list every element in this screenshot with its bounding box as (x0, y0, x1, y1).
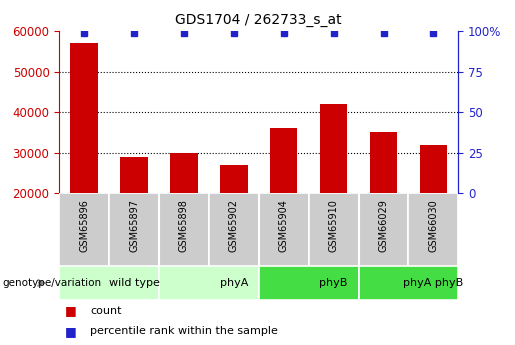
Text: phyB: phyB (319, 278, 348, 288)
Bar (159, 193, 209, 266)
Bar (270, 128, 298, 193)
Text: phyA: phyA (220, 278, 248, 288)
Title: GDS1704 / 262733_s_at: GDS1704 / 262733_s_at (176, 13, 342, 27)
Bar (209, 193, 259, 266)
Bar (59, 266, 159, 300)
Text: ■: ■ (64, 304, 76, 317)
Text: GSM65904: GSM65904 (279, 199, 289, 252)
Bar (220, 165, 248, 193)
Bar (420, 145, 447, 193)
Text: phyA phyB: phyA phyB (403, 278, 464, 288)
Bar (159, 266, 259, 300)
Bar (170, 152, 198, 193)
Bar (320, 104, 347, 193)
Text: GSM65898: GSM65898 (179, 199, 189, 252)
Text: count: count (90, 306, 122, 315)
Bar (259, 193, 308, 266)
Bar (59, 193, 109, 266)
Bar (71, 43, 98, 193)
Text: genotype/variation: genotype/variation (3, 278, 101, 288)
Text: GSM66030: GSM66030 (428, 199, 438, 252)
Bar (358, 193, 408, 266)
Bar (308, 193, 358, 266)
Text: wild type: wild type (109, 278, 160, 288)
Bar (408, 193, 458, 266)
Bar (121, 157, 148, 193)
Bar (358, 266, 458, 300)
Text: GSM65896: GSM65896 (79, 199, 89, 252)
Text: GSM65910: GSM65910 (329, 199, 339, 252)
Bar (370, 132, 397, 193)
Text: ■: ■ (64, 325, 76, 338)
Text: GSM66029: GSM66029 (379, 199, 388, 252)
Text: percentile rank within the sample: percentile rank within the sample (90, 326, 278, 336)
Text: GSM65897: GSM65897 (129, 199, 139, 252)
Bar (109, 193, 159, 266)
Bar (259, 266, 358, 300)
Text: GSM65902: GSM65902 (229, 199, 239, 252)
